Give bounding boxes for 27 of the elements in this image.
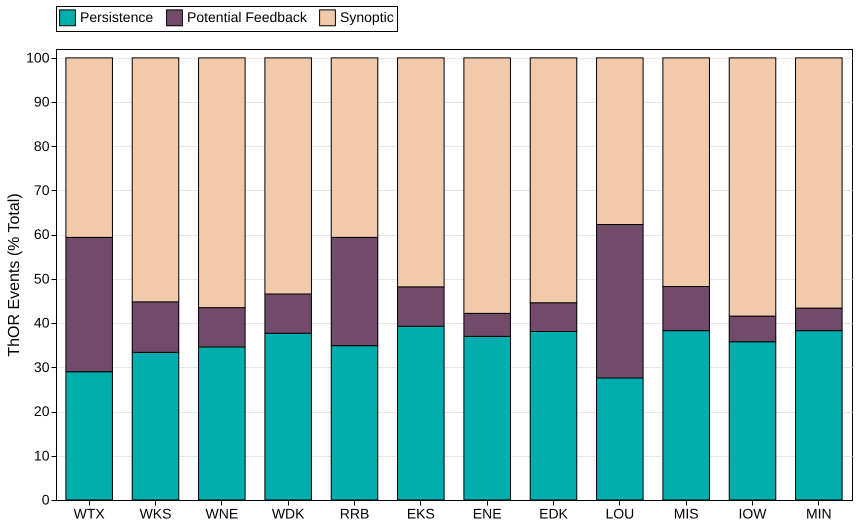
- x-tick-label: EKS: [406, 506, 435, 522]
- x-tick-label: MIS: [674, 506, 699, 522]
- x-tick-label: EDK: [539, 506, 569, 522]
- x-tick-label: WKS: [140, 506, 172, 522]
- y-tick-label: 100: [26, 49, 50, 66]
- y-tick-label: 0: [42, 492, 50, 508]
- y-tick-label: 10: [34, 447, 50, 464]
- y-tick-label: 70: [34, 182, 50, 198]
- y-tick-label: 30: [34, 358, 50, 375]
- y-tick-label: 40: [34, 314, 50, 331]
- y-tick-label: 90: [34, 94, 50, 110]
- x-tick-label: WDK: [272, 506, 306, 522]
- y-tick-label: 80: [34, 138, 50, 154]
- y-axis-title: ThOR Events (% Total): [6, 193, 24, 357]
- x-tick-label: WNE: [205, 506, 238, 522]
- x-tick-label: IOW: [738, 506, 768, 522]
- x-tick-label: WTX: [74, 506, 106, 522]
- legend-label: Potential Feedback: [187, 8, 308, 25]
- legend-label: Synoptic: [340, 8, 394, 25]
- y-tick-label: 50: [34, 270, 50, 286]
- x-tick-label: ENE: [472, 506, 502, 522]
- y-tick-label: 60: [34, 226, 50, 242]
- y-tick-label: 20: [34, 403, 50, 420]
- x-tick-label: RRB: [340, 506, 370, 522]
- legend-label: Persistence: [80, 8, 154, 25]
- x-tick-label: MIN: [806, 506, 832, 522]
- x-tick-label: LOU: [605, 506, 634, 522]
